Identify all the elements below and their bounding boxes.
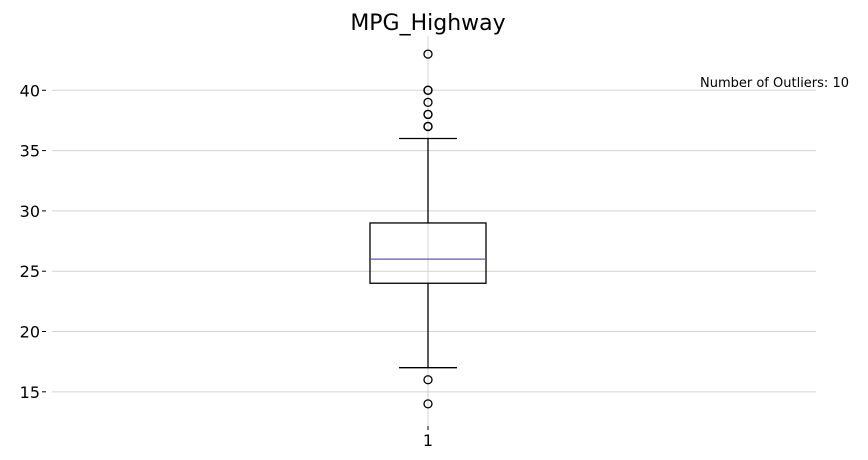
y-axis-ticks: 15 20 25 30 35 40 — [20, 81, 46, 402]
outlier-point — [423, 97, 433, 107]
y-tick-label: 30 — [20, 202, 40, 221]
x-tick-label: 1 — [423, 431, 433, 450]
box-series — [369, 49, 487, 409]
y-tick-label: 15 — [20, 383, 40, 402]
outlier-point — [423, 399, 433, 409]
outlier-point — [423, 85, 433, 95]
outlier-point — [423, 49, 433, 59]
y-tick-label: 40 — [20, 81, 40, 100]
chart-title: MPG_Highway — [350, 11, 505, 36]
y-tick-label: 35 — [20, 142, 40, 161]
y-tick-label: 20 — [20, 323, 40, 342]
outlier-count-annotation: Number of Outliers: 10 — [700, 76, 849, 91]
y-tick-label: 25 — [20, 262, 40, 281]
x-axis-ticks: 1 — [423, 426, 433, 450]
outlier-point — [423, 375, 433, 385]
iqr-box — [369, 222, 487, 284]
outlier-point — [423, 121, 433, 132]
outlier-point — [423, 109, 433, 120]
grid-lines — [52, 36, 816, 428]
